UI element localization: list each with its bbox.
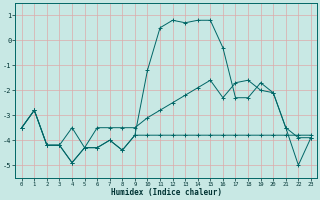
X-axis label: Humidex (Indice chaleur): Humidex (Indice chaleur) (111, 188, 222, 197)
